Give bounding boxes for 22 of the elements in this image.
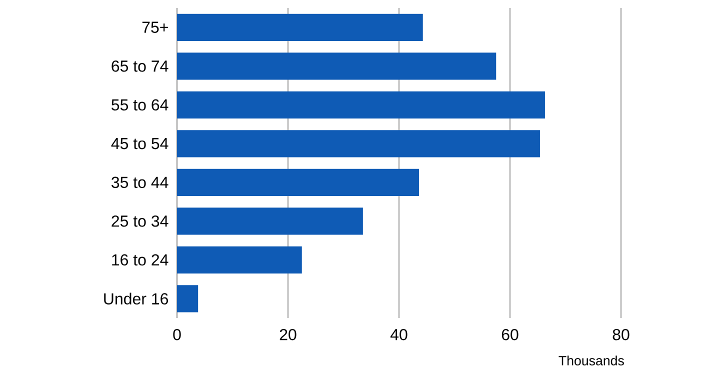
y-tick-label: 35 to 44 (112, 176, 168, 188)
y-tick-label: 16 to 24 (112, 254, 168, 266)
x-tick-label: 20 (280, 328, 296, 340)
bar (177, 285, 198, 312)
y-tick-label: 55 to 64 (112, 99, 168, 111)
bar (177, 168, 419, 196)
bar (177, 130, 540, 158)
bar (177, 91, 545, 118)
bar (177, 14, 423, 41)
y-tick-label: 45 to 54 (111, 138, 168, 150)
x-tick-label: 40 (390, 328, 408, 340)
bar (177, 246, 302, 274)
y-tick-label: 25 to 34 (112, 215, 168, 227)
x-tick-label: 0 (173, 328, 181, 340)
x-tick-label: 60 (502, 328, 518, 340)
y-tick-label: 75+ (142, 22, 168, 33)
x-tick-label: 80 (612, 328, 630, 340)
y-tick-label: 65 to 74 (112, 60, 168, 72)
x-axis-title: Thousands (558, 356, 624, 366)
bar (177, 52, 496, 80)
bar (177, 208, 363, 235)
y-tick-label: Under 16 (104, 292, 168, 304)
